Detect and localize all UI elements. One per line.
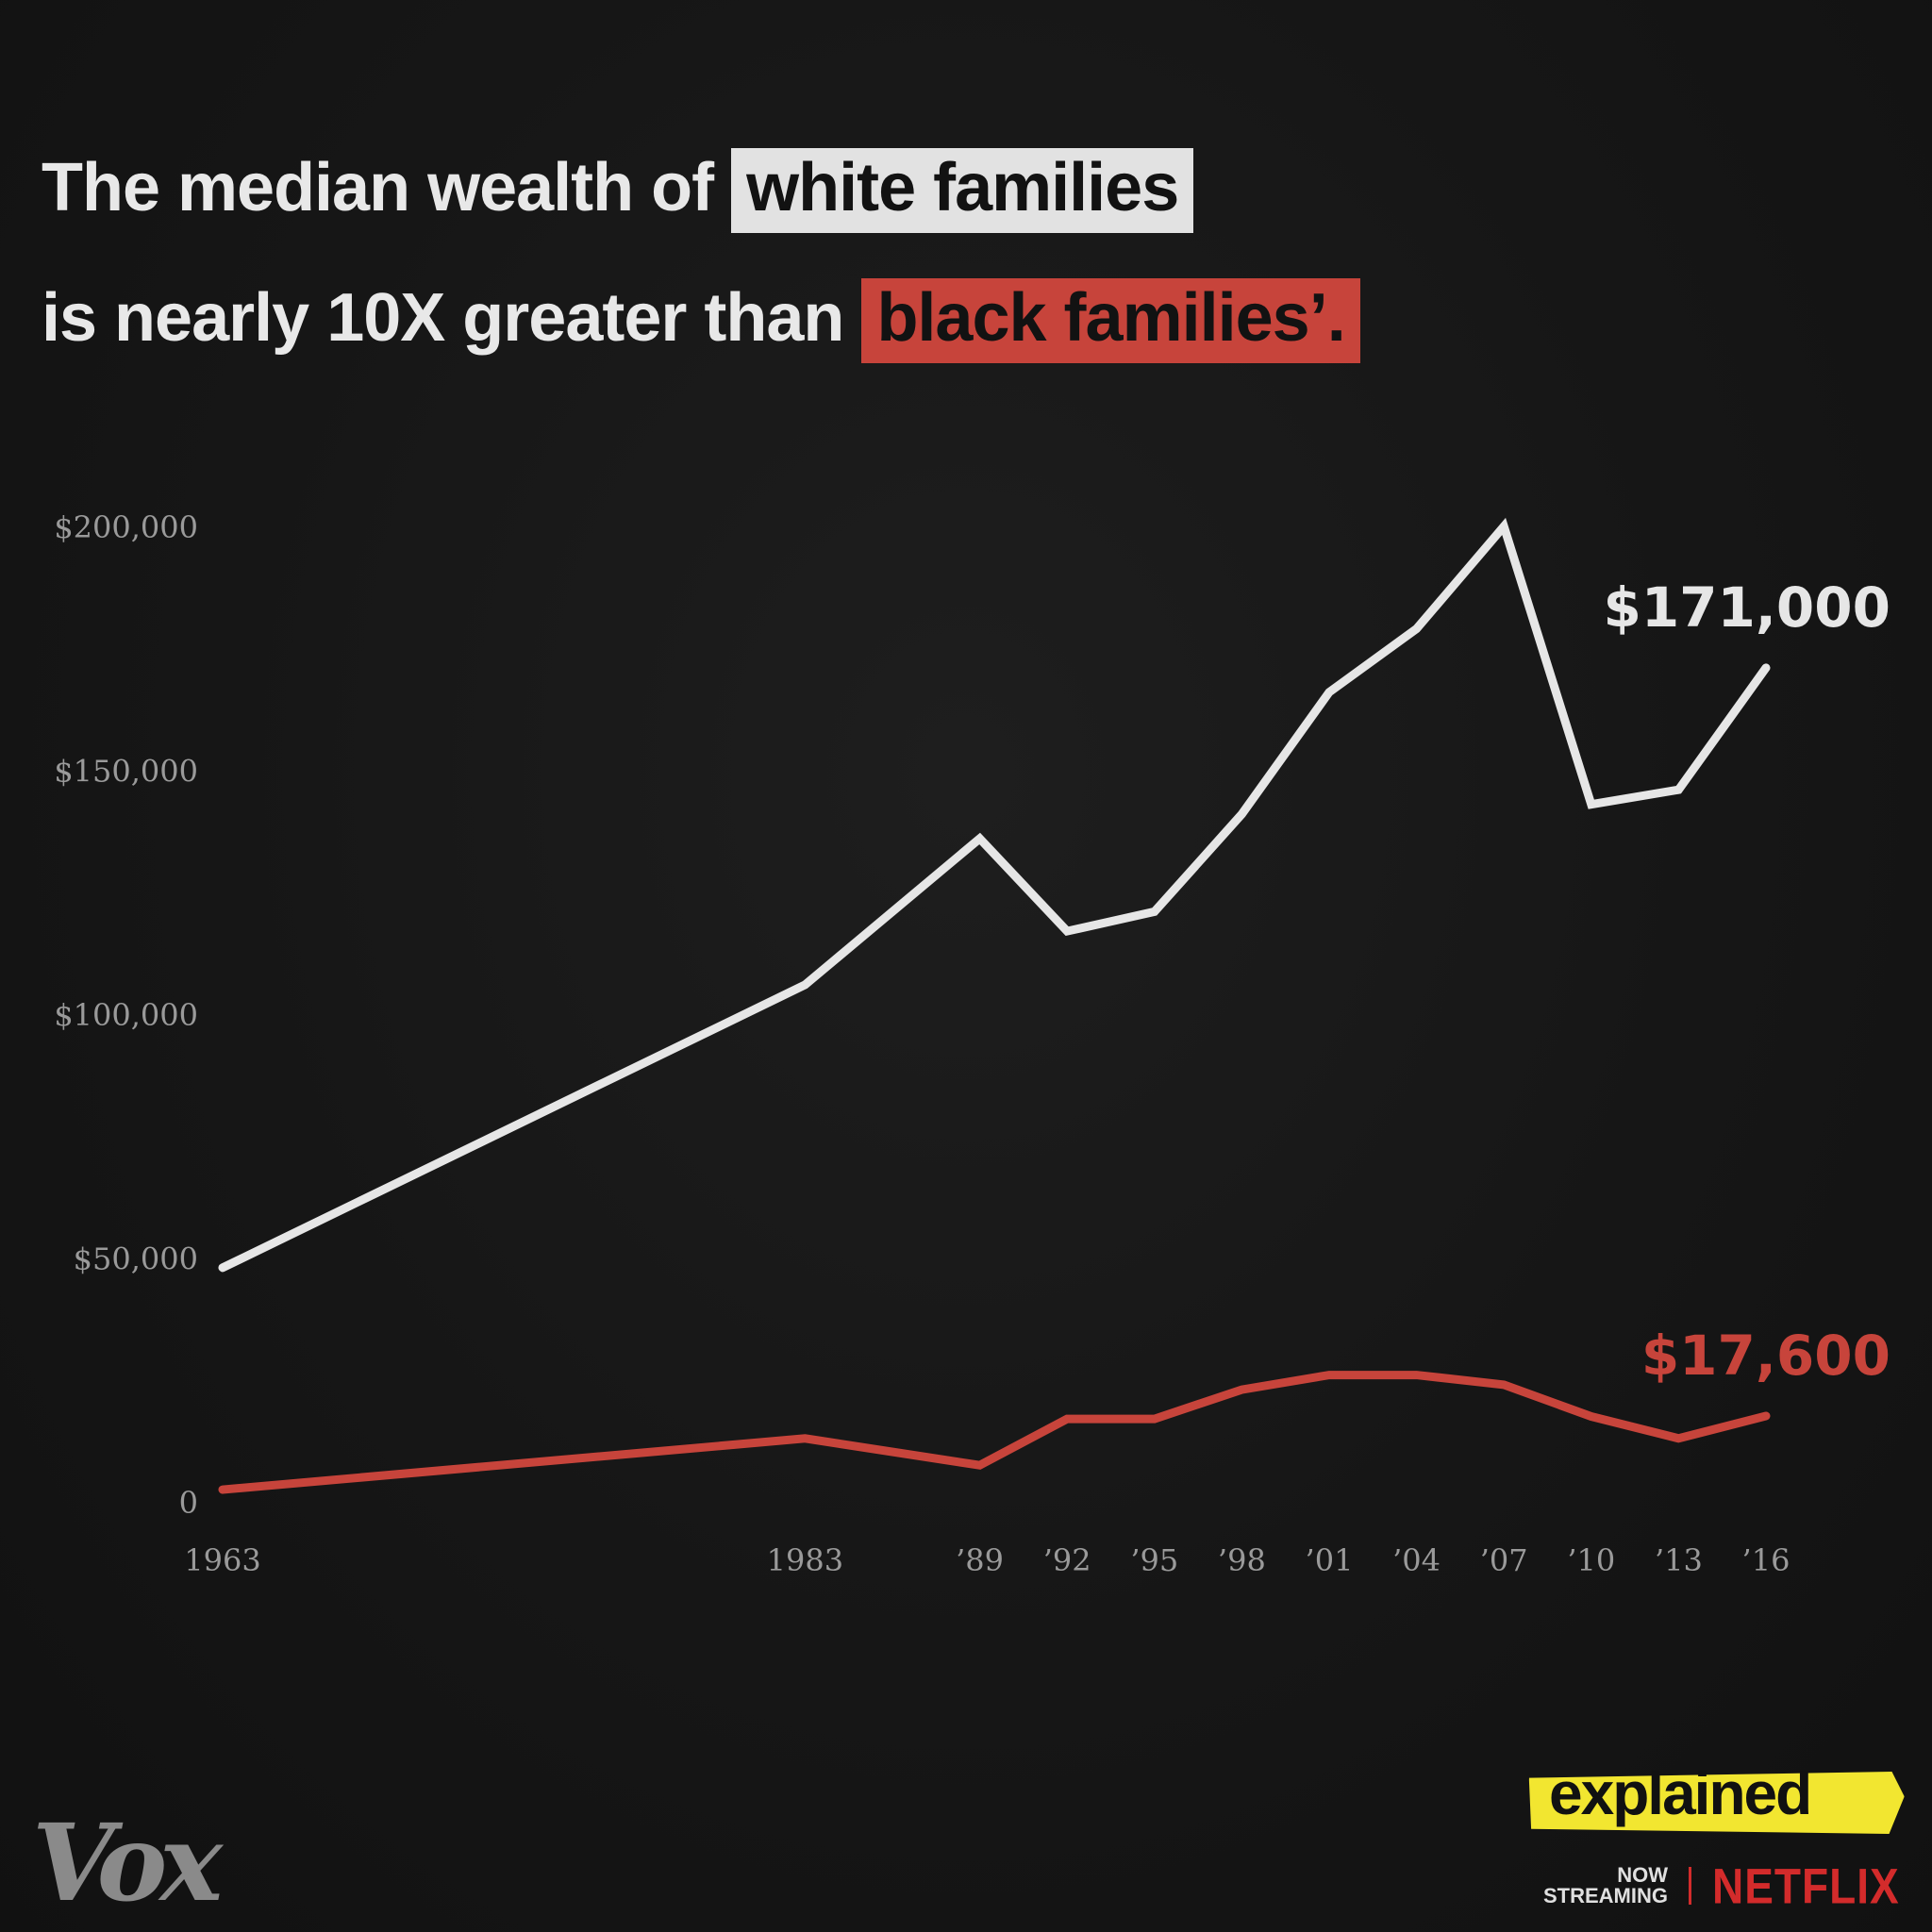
- series-line-black: [218, 1371, 1771, 1494]
- headline-prefix-1: The median wealth of: [42, 150, 714, 225]
- x-tick-label: 1963: [184, 1542, 260, 1578]
- y-axis: 0 $50,000 $100,000 $150,000 $200,000: [54, 509, 198, 1521]
- y-tick-label: $100,000: [54, 997, 198, 1033]
- y-tick-label: 0: [179, 1485, 198, 1521]
- y-tick-label: $50,000: [74, 1241, 198, 1277]
- now-streaming-text: NOW STREAMING: [1543, 1865, 1668, 1907]
- series-line-white: [218, 517, 1771, 1273]
- x-tick-label: ’01: [1306, 1542, 1354, 1578]
- y-tick-label: $200,000: [54, 509, 198, 545]
- highlight-black-families: black families’.: [861, 278, 1360, 363]
- series-lines: [218, 517, 1771, 1494]
- now-streaming-netflix: NOW STREAMING NETFLIX: [1543, 1857, 1900, 1914]
- highlight-white-families: white families: [731, 148, 1194, 233]
- netflix-logo: NETFLIX: [1712, 1857, 1900, 1914]
- x-tick-label: ’16: [1742, 1542, 1790, 1578]
- x-tick-label: ’89: [956, 1542, 1004, 1578]
- x-tick-label: 1983: [767, 1542, 843, 1578]
- end-label-black: $17,600: [1641, 1324, 1890, 1388]
- streaming-text: STREAMING: [1543, 1884, 1668, 1907]
- end-label-white: $171,000: [1603, 575, 1890, 640]
- headline-line-2: is nearly 10X greater than black familie…: [42, 253, 1360, 383]
- headline-line-1: The median wealth of white families: [42, 123, 1360, 253]
- end-labels: $171,000 $17,600: [1603, 575, 1890, 1388]
- headline-prefix-2: is nearly 10X greater than: [42, 280, 844, 356]
- y-tick-label: $150,000: [54, 754, 198, 790]
- x-tick-label: ’92: [1043, 1542, 1091, 1578]
- vox-logo: Vox: [32, 1802, 223, 1925]
- x-tick-label: ’04: [1392, 1542, 1441, 1578]
- x-tick-label: ’95: [1130, 1542, 1178, 1578]
- explained-wordmark: explained: [1549, 1759, 1812, 1827]
- x-tick-label: ’07: [1480, 1542, 1528, 1578]
- headline: The median wealth of white families is n…: [42, 123, 1360, 383]
- now-text: NOW: [1617, 1863, 1668, 1887]
- divider: [1689, 1867, 1691, 1905]
- x-axis: 1963 1983 ’89 ’92 ’95 ’98 ’01 ’04 ’07 ’10 ’13 ’16: [184, 1542, 1790, 1578]
- x-tick-label: ’13: [1655, 1542, 1703, 1578]
- x-tick-label: ’10: [1567, 1542, 1615, 1578]
- x-tick-label: ’98: [1218, 1542, 1266, 1578]
- explained-logo: explained: [1526, 1759, 1913, 1840]
